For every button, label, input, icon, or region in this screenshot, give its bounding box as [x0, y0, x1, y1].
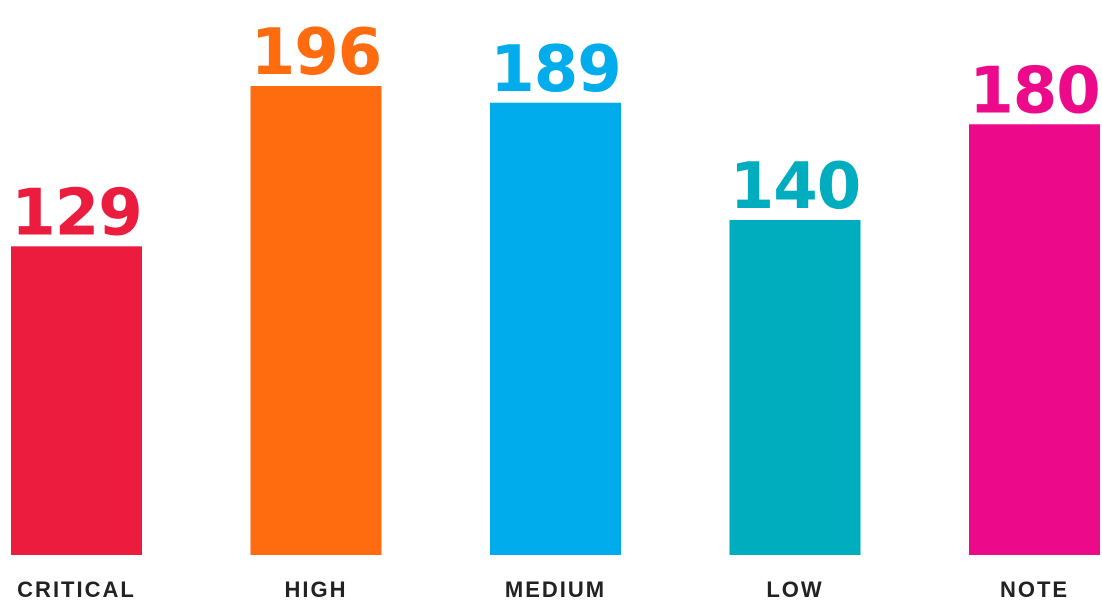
- bar-note: [969, 124, 1100, 555]
- value-label-note: 180: [969, 54, 1100, 128]
- category-label-low: LOW: [766, 577, 823, 602]
- category-label-high: HIGH: [285, 577, 348, 602]
- value-label-high: 196: [251, 16, 382, 90]
- category-label-critical: CRITICAL: [17, 577, 136, 602]
- bars-group: [11, 86, 1100, 555]
- bar-low: [730, 220, 861, 555]
- category-label-note: NOTE: [1000, 577, 1069, 602]
- bar-critical: [11, 246, 142, 555]
- value-label-critical: 129: [11, 176, 142, 250]
- value-label-medium: 189: [490, 33, 621, 107]
- bar-high: [251, 86, 382, 555]
- value-label-low: 140: [730, 150, 861, 224]
- category-label-medium: MEDIUM: [505, 577, 606, 602]
- category-labels-group: CRITICAL HIGH MEDIUM LOW NOTE: [17, 577, 1069, 602]
- bar-medium: [490, 103, 621, 555]
